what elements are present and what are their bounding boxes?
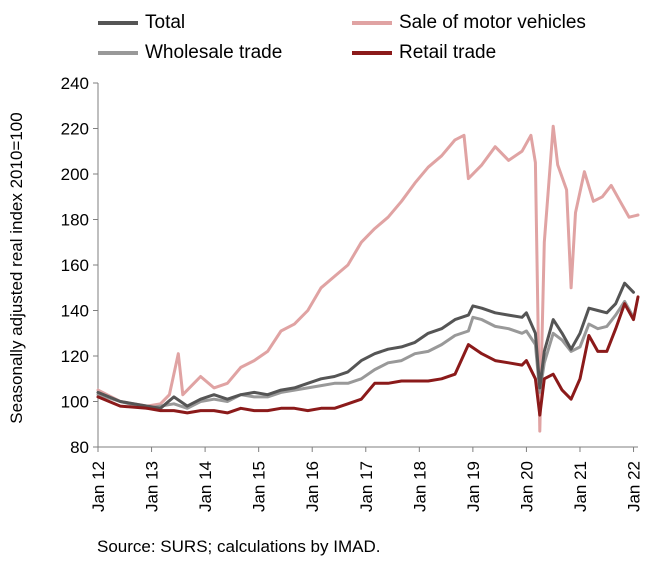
source-note: Source: SURS; calculations by IMAD.: [97, 537, 381, 556]
x-tick-label: Jan 22: [625, 461, 644, 512]
y-tick-label: 160: [61, 256, 89, 275]
x-tick-label: Jan 15: [250, 461, 269, 512]
x-tick-label: Jan 17: [357, 461, 376, 512]
y-tick-label: 200: [61, 165, 89, 184]
y-tick-label: 100: [61, 393, 89, 412]
x-tick-label: Jan 12: [89, 461, 108, 512]
y-tick-label: 120: [61, 347, 89, 366]
legend-swatch: [352, 21, 392, 25]
legend-label: Sale of motor vehicles: [399, 12, 586, 33]
y-tick-label: 240: [61, 74, 89, 93]
legend-swatch: [98, 51, 138, 55]
legend-swatch: [352, 51, 392, 55]
y-tick-label: 140: [61, 302, 89, 321]
y-tick-label: 220: [61, 120, 89, 139]
x-tick-label: Jan 14: [196, 461, 215, 512]
x-tick-label: Jan 16: [303, 461, 322, 512]
legend-label: Total: [145, 12, 186, 33]
y-axis-label: Seasonally adjusted real index 2010=100: [7, 112, 26, 424]
series-line-wholesale-trade: [96, 299, 635, 410]
x-tick-label: Jan 20: [517, 461, 536, 512]
chart-axes: 80 100 120 140 160 180 200 220 240 Jan 12 Jan 13 Ja…: [61, 74, 644, 512]
x-tick-label: Jan 19: [464, 461, 483, 512]
legend-label: Retail trade: [399, 42, 497, 63]
series-line-total: [96, 281, 635, 410]
x-tick-label: Jan 13: [143, 461, 162, 512]
y-tick-label: 180: [61, 211, 89, 230]
series-line-sale-of-motor-vehicles: [96, 124, 640, 433]
legend-label: Wholesale trade: [145, 42, 283, 63]
series-line-retail-trade: [96, 295, 640, 417]
x-tick-label: Jan 18: [410, 461, 429, 512]
x-tick-label: Jan 21: [571, 461, 590, 512]
chart-series-group: [96, 124, 640, 433]
y-tick-label: 80: [70, 438, 89, 457]
legend-swatch: [98, 21, 138, 25]
